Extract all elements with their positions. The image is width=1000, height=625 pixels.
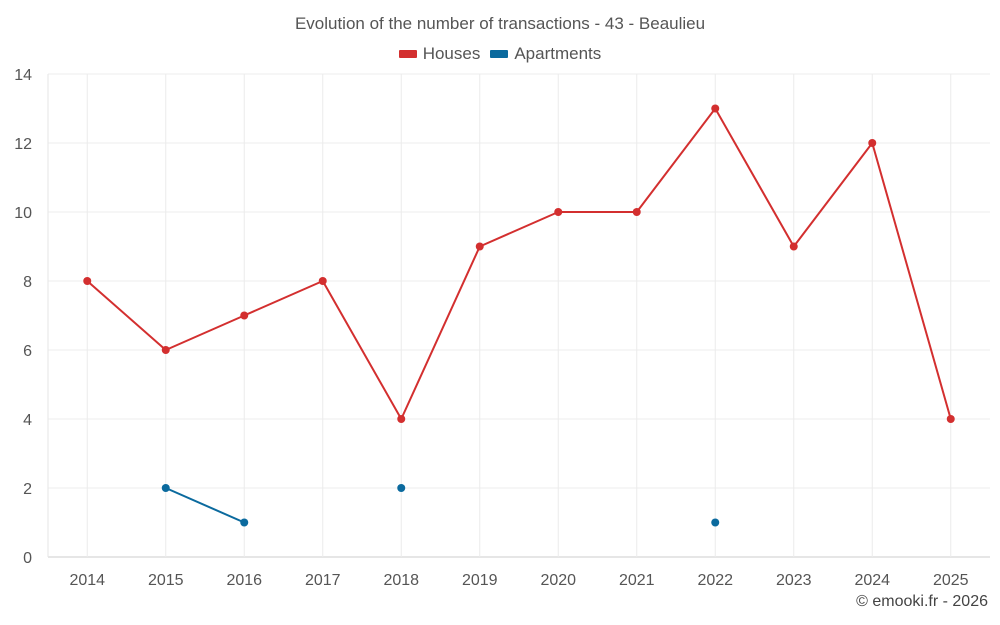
- legend-item-apartments[interactable]: Apartments: [490, 44, 601, 64]
- y-tick-label: 6: [23, 343, 32, 360]
- series-line-houses: [321, 280, 403, 420]
- y-tick-label: 0: [23, 550, 32, 567]
- x-tick-label: 2025: [933, 572, 969, 589]
- series-line-apartments: [164, 487, 246, 524]
- data-point-houses: [318, 277, 327, 285]
- data-point-houses: [554, 208, 563, 216]
- data-point-houses: [161, 346, 170, 354]
- series-line-houses: [164, 314, 246, 351]
- series-line-houses: [792, 142, 874, 248]
- y-tick-label: 12: [14, 136, 32, 153]
- legend-swatch-houses: [398, 50, 417, 58]
- data-point-houses: [946, 415, 955, 423]
- legend-label-houses: Houses: [422, 44, 481, 63]
- data-point-houses: [868, 139, 877, 147]
- data-point-houses: [711, 104, 720, 113]
- series-line-houses: [400, 245, 481, 420]
- x-tick-label: 2018: [383, 572, 419, 589]
- series-line-houses: [478, 211, 560, 248]
- y-tick-label: 8: [23, 274, 32, 291]
- credit-text: © emooki.fr - 2026: [856, 593, 988, 610]
- data-point-apartments: [161, 484, 170, 492]
- data-point-houses: [83, 277, 92, 285]
- data-point-houses: [397, 415, 406, 423]
- x-tick-label: 2014: [69, 572, 105, 589]
- chart-title: Evolution of the number of transactions …: [294, 14, 706, 33]
- x-tick-label: 2024: [854, 572, 890, 589]
- data-point-apartments: [397, 484, 406, 492]
- data-point-apartments: [711, 518, 720, 527]
- data-point-houses: [240, 311, 249, 320]
- y-tick-label: 4: [23, 412, 32, 429]
- data-point-houses: [789, 242, 798, 251]
- y-tick-label: 14: [14, 67, 32, 84]
- series-line-houses: [714, 107, 795, 248]
- legend-label-apartments: Apartments: [514, 44, 602, 63]
- series-line-houses: [243, 280, 324, 317]
- legend: Houses Apartments: [0, 44, 1000, 64]
- legend-item-houses[interactable]: Houses: [398, 44, 481, 64]
- x-tick-label: 2016: [226, 572, 262, 589]
- y-tick-label: 2: [23, 481, 32, 498]
- x-tick-label: 2017: [305, 572, 341, 589]
- y-tick-label: 10: [14, 205, 32, 222]
- series-line-houses: [871, 142, 952, 420]
- data-point-houses: [632, 208, 641, 216]
- series-line-houses: [635, 107, 717, 213]
- data-point-apartments: [240, 518, 249, 527]
- x-tick-label: 2020: [540, 572, 576, 589]
- x-tick-label: 2019: [462, 572, 498, 589]
- x-tick-label: 2022: [697, 572, 733, 589]
- data-point-houses: [475, 242, 484, 251]
- series-line-houses: [86, 280, 167, 351]
- x-tick-label: 2015: [148, 572, 184, 589]
- legend-swatch-apartments: [490, 50, 509, 58]
- x-tick-label: 2023: [776, 572, 812, 589]
- x-tick-label: 2021: [619, 572, 655, 589]
